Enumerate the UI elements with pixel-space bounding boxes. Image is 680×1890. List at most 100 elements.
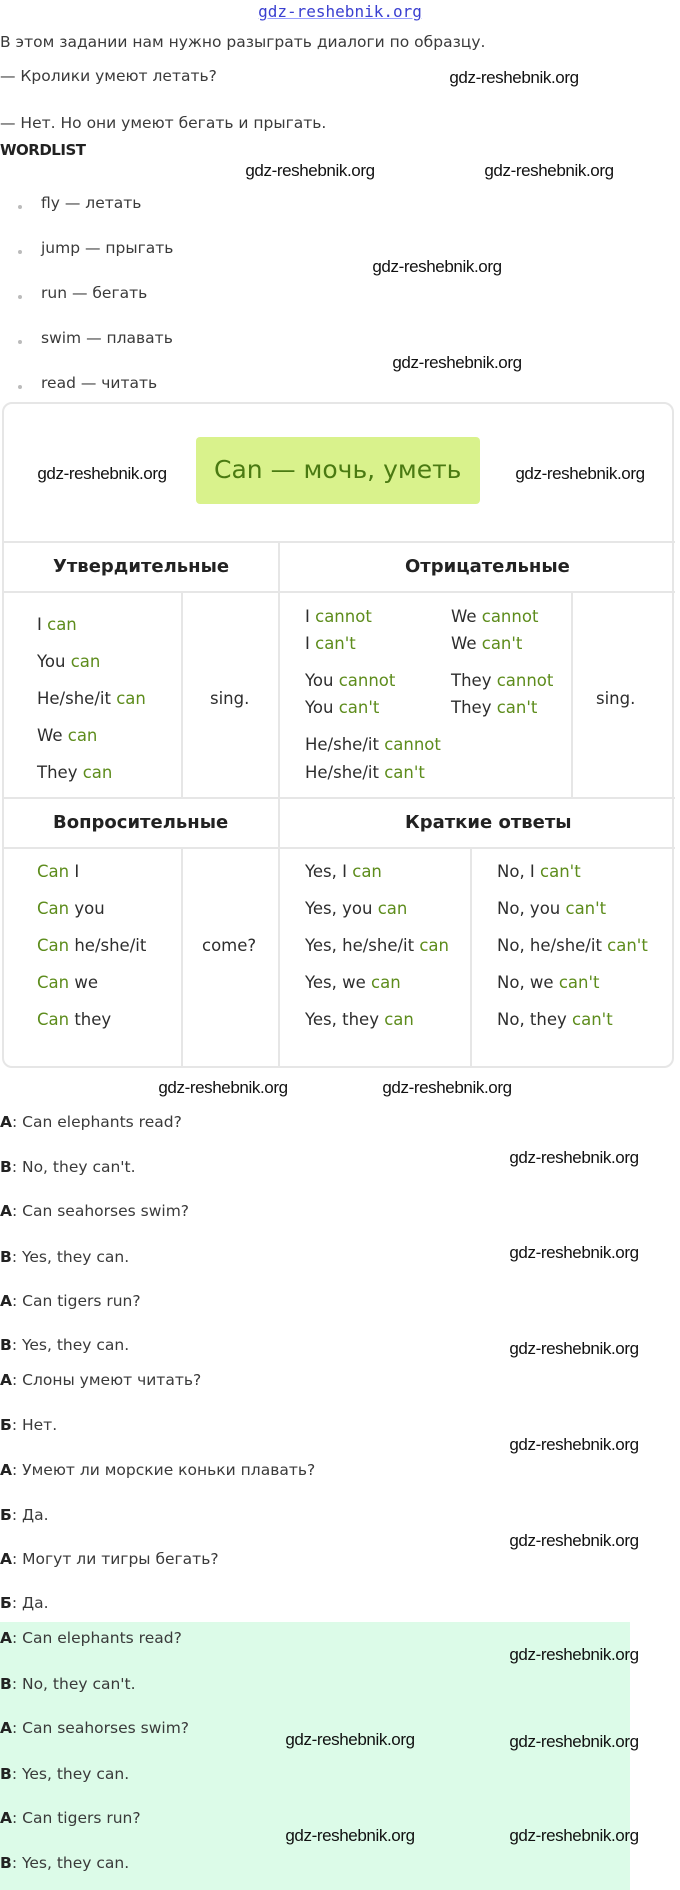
list-item: run — бегать <box>41 284 148 302</box>
speaker-label: A <box>0 1719 12 1737</box>
negative-row: I can't <box>305 634 356 653</box>
negative-row: He/she/it cannot <box>305 735 441 754</box>
negative-row: I cannot <box>305 607 372 626</box>
short-answer-no: No, you can't <box>497 899 607 918</box>
list-item: swim — плавать <box>41 329 173 347</box>
dialogue-line: A: Могут ли тигры бегать? <box>0 1550 219 1568</box>
dialogue-text: Can seahorses swim? <box>22 1719 190 1737</box>
dialogue-text: Могут ли тигры бегать? <box>22 1550 219 1568</box>
grammar-table <box>2 402 674 1068</box>
negative-main-verb: sing. <box>596 689 636 708</box>
negative-row: You can't <box>305 698 380 717</box>
dialogue-text: Нет. <box>21 1416 58 1434</box>
dialogue-line: A: Can tigers run? <box>0 1292 141 1310</box>
dialogue-text: Yes, they can. <box>21 1248 130 1266</box>
speaker-label: Б <box>0 1594 12 1612</box>
site-header-link[interactable]: gdz-reshebnik.org <box>258 2 422 21</box>
dialogue-line: B: Yes, they can. <box>0 1248 130 1266</box>
short-answer-no: No, we can't <box>497 973 600 992</box>
dialogue-line: A: Can seahorses swim? <box>0 1202 190 1220</box>
dialogue-line: B: No, they can't. <box>0 1675 136 1693</box>
affirmative-row: You can <box>37 652 101 671</box>
table-divider <box>3 797 675 799</box>
speaker-label: B <box>0 1336 12 1354</box>
dialogue-text: Слоны умеют читать? <box>22 1371 202 1389</box>
dialogue-line: Б: Да. <box>0 1594 49 1612</box>
interrogative-row: Can you <box>37 899 105 918</box>
dialogue-line: B: Yes, they can. <box>0 1336 130 1354</box>
header-affirmative: Утвердительные <box>53 556 230 577</box>
affirmative-main-verb: sing. <box>210 689 250 708</box>
speaker-label: B <box>0 1765 12 1783</box>
dialogue-text: No, they can't. <box>21 1675 136 1693</box>
dialogue-line: A: Can seahorses swim? <box>0 1719 190 1737</box>
wordlist-title: WORDLIST <box>0 141 86 159</box>
watermark: gdz-reshebnik.org <box>509 1339 639 1358</box>
speaker-label: A <box>0 1550 12 1568</box>
affirmative-row: He/she/it can <box>37 689 146 708</box>
short-answer-yes: Yes, I can <box>305 862 382 881</box>
dialogue-line: A: Слоны умеют читать? <box>0 1371 202 1389</box>
negative-row: They cannot <box>451 671 554 690</box>
list-item: read — читать <box>41 374 158 392</box>
watermark: gdz-reshebnik.org <box>449 68 579 87</box>
interrogative-row: Can we <box>37 973 98 992</box>
answer-block <box>0 1622 630 1890</box>
interrogative-row: Can he/she/it <box>37 936 147 955</box>
dialogue-line: Б: Нет. <box>0 1416 58 1434</box>
speaker-label: A <box>0 1113 12 1131</box>
affirmative-row: I can <box>37 615 77 634</box>
negative-row: They can't <box>451 698 538 717</box>
dialogue-line: A: Can elephants read? <box>0 1629 182 1647</box>
interrogative-row: Can I <box>37 862 80 881</box>
watermark: gdz-reshebnik.org <box>372 257 502 276</box>
table-divider <box>3 591 675 593</box>
short-answer-yes: Yes, you can <box>305 899 408 918</box>
dialogue-text: Yes, they can. <box>21 1765 130 1783</box>
header-short-answers: Краткие ответы <box>405 812 572 833</box>
speaker-label: A <box>0 1292 12 1310</box>
list-item: jump — прыгать <box>41 239 174 257</box>
negative-row: We cannot <box>451 607 539 626</box>
dialogue-text: Can tigers run? <box>22 1809 141 1827</box>
dialogue-text: Yes, they can. <box>21 1336 130 1354</box>
watermark: gdz-reshebnik.org <box>245 161 375 180</box>
speaker-label: A <box>0 1629 12 1647</box>
short-answer-yes: Yes, he/she/it can <box>305 936 449 955</box>
negative-row: He/she/it can't <box>305 763 425 782</box>
watermark: gdz-reshebnik.org <box>382 1078 512 1097</box>
short-answer-yes: Yes, we can <box>305 973 401 992</box>
dialogue-text: Can elephants read? <box>22 1629 182 1647</box>
watermark: gdz-reshebnik.org <box>158 1078 288 1097</box>
example-answer: — Нет. Но они умеют бегать и прыгать. <box>0 114 327 132</box>
affirmative-row: They can <box>37 763 113 782</box>
dialogue-text: Can seahorses swim? <box>22 1202 190 1220</box>
dialogue-text: Да. <box>21 1594 49 1612</box>
bullet-icon <box>18 205 22 209</box>
speaker-label: B <box>0 1248 12 1266</box>
speaker-label: B <box>0 1675 12 1693</box>
speaker-label: Б <box>0 1416 12 1434</box>
dialogue-line: Б: Да. <box>0 1506 49 1524</box>
short-answer-no: No, he/she/it can't <box>497 936 648 955</box>
dialogue-line: A: Can tigers run? <box>0 1809 141 1827</box>
speaker-label: B <box>0 1158 12 1176</box>
table-divider <box>571 592 573 797</box>
bullet-icon <box>18 250 22 254</box>
table-divider <box>3 541 675 543</box>
table-divider <box>470 848 472 1067</box>
table-divider <box>181 592 183 797</box>
dialogue-text: Yes, they can. <box>21 1854 130 1872</box>
dialogue-text: Can tigers run? <box>22 1292 141 1310</box>
bullet-icon <box>18 340 22 344</box>
speaker-label: Б <box>0 1506 12 1524</box>
bullet-icon <box>18 295 22 299</box>
speaker-label: A <box>0 1461 12 1479</box>
speaker-label: A <box>0 1809 12 1827</box>
speaker-label: B <box>0 1854 12 1872</box>
negative-row: You cannot <box>305 671 396 690</box>
dialogue-text: Умеют ли морские коньки плавать? <box>22 1461 316 1479</box>
intro-text: В этом задании нам нужно разыграть диало… <box>0 33 486 51</box>
example-question: — Кролики умеют летать? <box>0 67 217 85</box>
header-negative: Отрицательные <box>405 556 570 577</box>
